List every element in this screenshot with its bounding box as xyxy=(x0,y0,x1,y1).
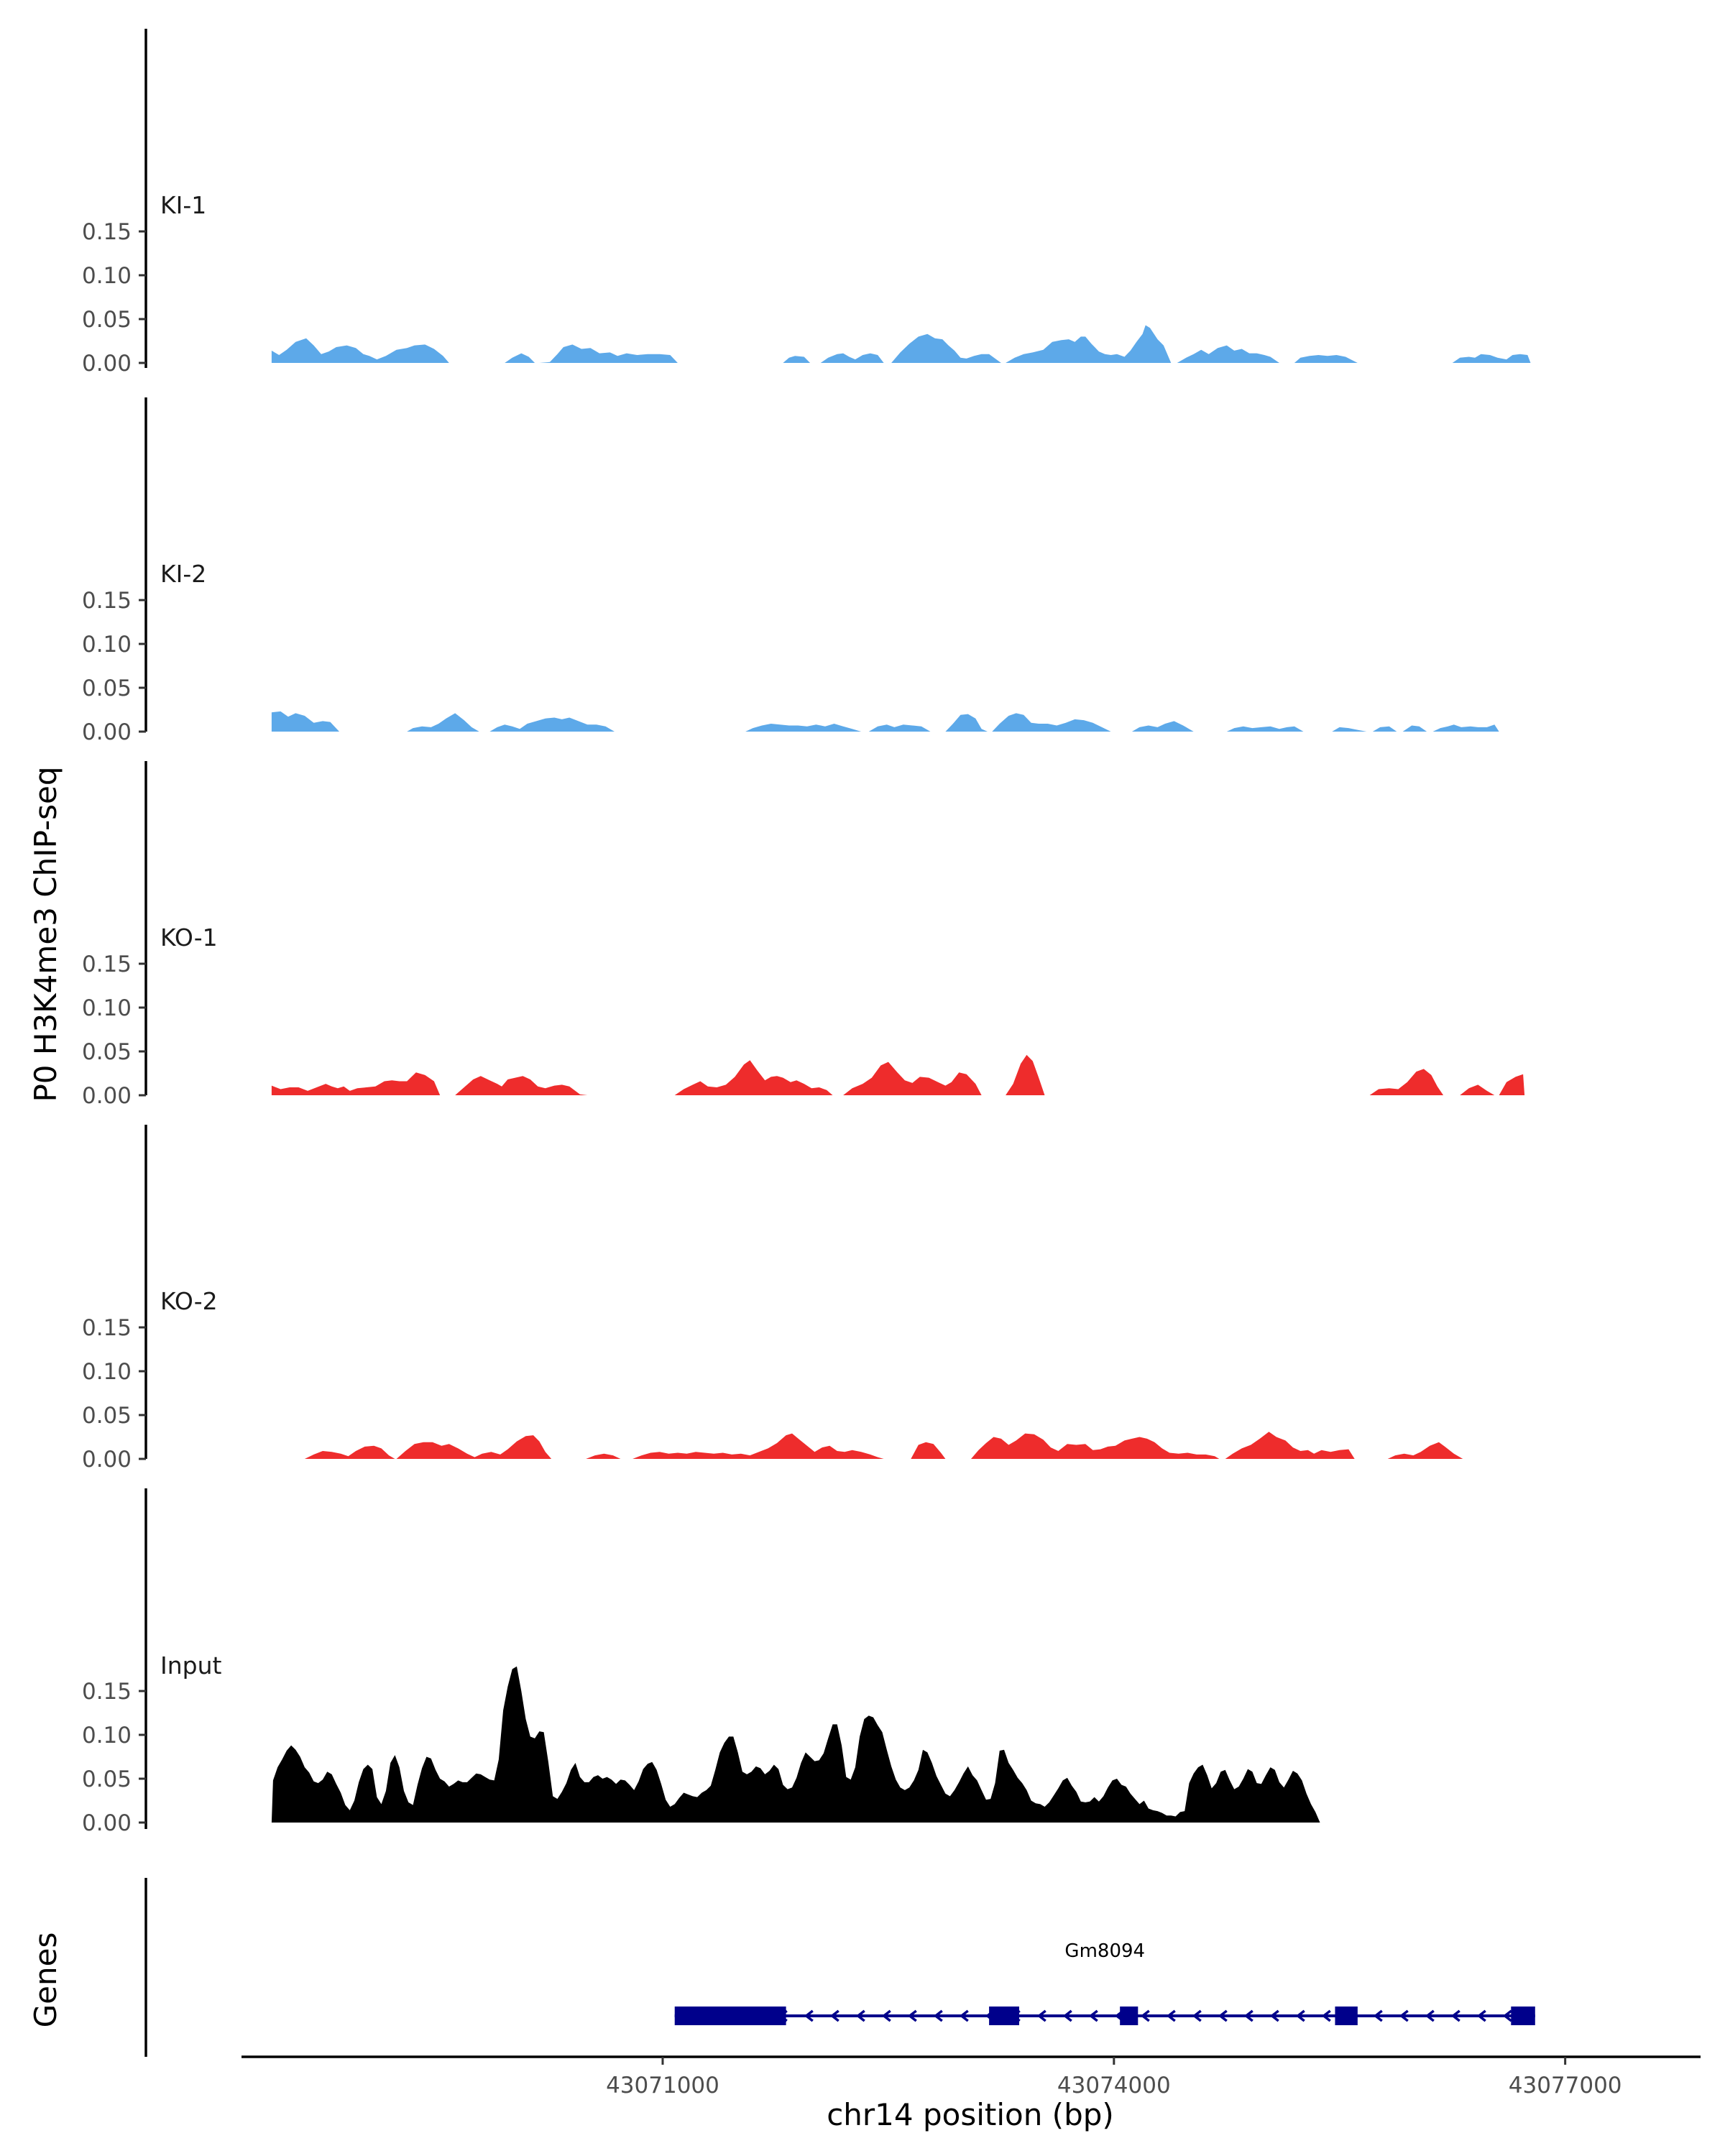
gene-exon xyxy=(674,2007,786,2025)
strand-arrow xyxy=(1295,2009,1305,2022)
y-tick-label: 0.00 xyxy=(82,719,132,745)
strand-arrow xyxy=(829,2009,840,2022)
track-input: 0.00 0.05 0.10 0.15 Input xyxy=(82,1488,1320,1836)
track-ko-2: 0.00 0.05 0.10 0.15 KO-2 xyxy=(82,1125,1463,1473)
gene-gm8094: Gm8094 xyxy=(674,1940,1535,2025)
x-axis-title: chr14 position (bp) xyxy=(827,2097,1114,2132)
track-label: KI-1 xyxy=(160,191,206,219)
x-tick-label: 43071000 xyxy=(606,2073,719,2099)
y-tick-label: 0.10 xyxy=(82,632,132,658)
strand-arrow xyxy=(1243,2009,1254,2022)
strand-arrow xyxy=(959,2009,969,2022)
y-tick-label: 0.05 xyxy=(82,1403,132,1429)
genes-axis-title: Genes xyxy=(28,1932,63,2028)
coverage-area-input xyxy=(271,1666,1320,1823)
gene-track: Gm8094 xyxy=(144,1878,1535,2057)
tracks-layer: 0.00 0.05 0.10 0.15 KI-1 0.00 0.05 0.10 0.15 KI-2… xyxy=(82,29,1531,1836)
y-tick-label: 0.10 xyxy=(82,995,132,1021)
track-label: Input xyxy=(160,1651,222,1680)
y-tick-label: 0.00 xyxy=(82,1083,132,1109)
track-label: KI-2 xyxy=(160,560,206,588)
x-tick-label: 43074000 xyxy=(1057,2073,1171,2099)
y-tick-label: 0.10 xyxy=(82,263,132,289)
y-tick-label: 0.15 xyxy=(82,1679,132,1705)
coverage-area-ko-2 xyxy=(304,1432,1463,1459)
y-tick-label: 0.05 xyxy=(82,1039,132,1065)
y-tick-label: 0.15 xyxy=(82,952,132,977)
gene-exon xyxy=(1511,2007,1535,2025)
y-tick-label: 0.00 xyxy=(82,351,132,377)
coverage-area-ko-1 xyxy=(271,1054,1525,1095)
strand-arrow xyxy=(1062,2009,1072,2022)
track-ko-1: 0.00 0.05 0.10 0.15 KO-1 xyxy=(82,761,1525,1109)
y-tick-label: 0.15 xyxy=(82,1315,132,1341)
strand-arrow xyxy=(804,2009,814,2022)
strand-arrow xyxy=(1476,2009,1486,2022)
strand-arrow xyxy=(881,2009,891,2022)
y-tick-label: 0.05 xyxy=(82,1766,132,1792)
y-tick-label: 0.10 xyxy=(82,1359,132,1385)
y-tick-label: 0.00 xyxy=(82,1810,132,1836)
strand-arrow xyxy=(933,2009,943,2022)
y-tick-label: 0.05 xyxy=(82,676,132,701)
x-axis: 43071000 43074000 43077000 xyxy=(242,2055,1701,2099)
strand-arrow xyxy=(1036,2009,1046,2022)
strand-arrow xyxy=(1321,2009,1331,2022)
y-tick-label: 0.05 xyxy=(82,307,132,333)
gene-name-label: Gm8094 xyxy=(1064,1940,1145,1962)
y-tick-label: 0.15 xyxy=(82,219,132,245)
strand-arrow xyxy=(1373,2009,1383,2022)
gene-exon xyxy=(1335,2007,1358,2025)
x-tick-label: 43077000 xyxy=(1509,2073,1622,2099)
strand-arrow xyxy=(1218,2009,1228,2022)
track-label: KO-2 xyxy=(160,1287,218,1315)
y-tick-label: 0.00 xyxy=(82,1447,132,1473)
track-ki-1: 0.00 0.05 0.10 0.15 KI-1 xyxy=(82,29,1531,377)
gene-exon xyxy=(989,2007,1019,2025)
strand-arrow xyxy=(1425,2009,1435,2022)
y-tick-label: 0.15 xyxy=(82,588,132,614)
gene-exon xyxy=(1120,2007,1138,2025)
track-label: KO-1 xyxy=(160,923,218,952)
strand-arrow xyxy=(1140,2009,1150,2022)
y-axis-title: P0 H3K4me3 ChIP-seq xyxy=(28,766,63,1102)
track-ki-2: 0.00 0.05 0.10 0.15 KI-2 xyxy=(82,397,1499,745)
strand-arrow xyxy=(1192,2009,1202,2022)
strand-arrow xyxy=(1269,2009,1279,2022)
strand-arrow xyxy=(1166,2009,1176,2022)
strand-arrow xyxy=(1399,2009,1409,2022)
y-tick-label: 0.10 xyxy=(82,1723,132,1749)
strand-arrow xyxy=(1088,2009,1098,2022)
strand-arrow xyxy=(855,2009,865,2022)
strand-arrow xyxy=(1450,2009,1460,2022)
coverage-area-ki-1 xyxy=(271,325,1531,363)
strand-arrow xyxy=(907,2009,917,2022)
strand-arrow xyxy=(1502,2009,1512,2022)
coverage-area-ki-2 xyxy=(271,711,1499,732)
